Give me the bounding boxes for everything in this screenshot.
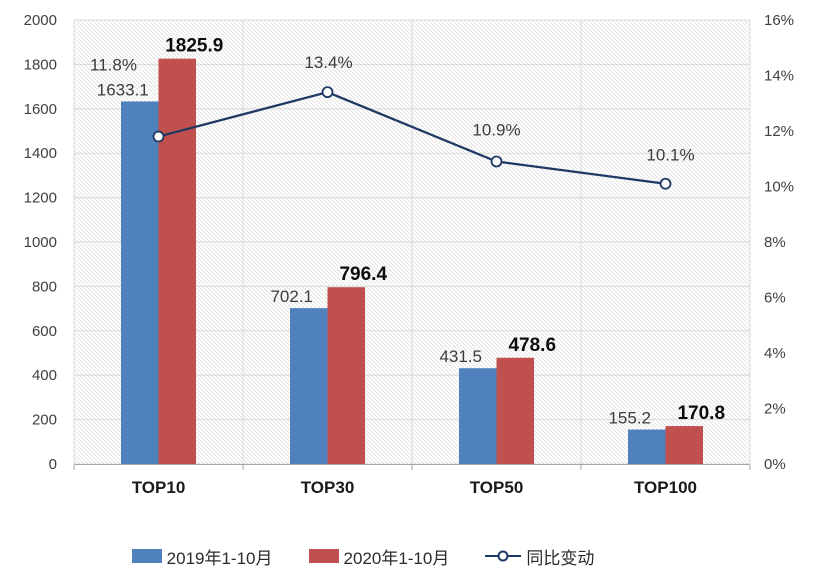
- bar-2019-TOP10: [121, 101, 159, 465]
- legend-label-2019: 2019年1-10月: [166, 548, 273, 568]
- legend-swatch-2019-icon: [131, 549, 162, 563]
- right-axis-tick-label: 16%: [764, 12, 794, 29]
- left-axis-tick-label: 2000: [24, 12, 57, 29]
- left-axis-tick-label: 1400: [24, 145, 57, 162]
- bar-2020-TOP10: [158, 58, 196, 464]
- right-axis-tick-label: 6%: [764, 290, 786, 307]
- category-label-top10: TOP10: [132, 478, 186, 497]
- left-axis-tick-label: 400: [32, 367, 57, 384]
- left-axis-tick-label: 800: [32, 278, 57, 295]
- yoy-label: 10.1%: [646, 146, 694, 165]
- left-axis-tick-label: 600: [32, 323, 57, 340]
- yoy-marker-TOP50: [490, 155, 503, 168]
- bar-label-2020: 478.6: [508, 335, 556, 356]
- yoy-label: 10.9%: [472, 121, 520, 140]
- bar-label-2020: 1825.9: [165, 36, 223, 57]
- left-axis-tick-label: 200: [32, 412, 57, 429]
- left-axis-tick-label: 1000: [24, 234, 57, 251]
- legend-label-2020: 2020年1-10月: [343, 548, 450, 568]
- chart-legend: 2019年1-10月 2020年1-10月 同比变动: [0, 544, 814, 568]
- legend-label-yoy: 同比变动: [526, 548, 595, 568]
- bar-label-2020: 170.8: [677, 403, 725, 424]
- legend-line-marker-icon: [485, 550, 522, 562]
- yoy-label: 13.4%: [304, 53, 352, 72]
- left-axis-tick-label: 1600: [24, 101, 57, 118]
- right-axis-tick-label: 14%: [764, 68, 794, 85]
- bar-2020-TOP30: [327, 287, 365, 464]
- yoy-line: [158, 90, 666, 185]
- bar-label-2019: 1633.1: [97, 80, 149, 99]
- yoy-marker-TOP10: [152, 130, 165, 143]
- category-label-top100: TOP100: [634, 478, 697, 497]
- bar-2019-TOP50: [459, 368, 497, 464]
- bar-2020-TOP100: [665, 426, 703, 464]
- bar-2020-TOP50: [496, 357, 534, 464]
- bar-label-2019: 431.5: [439, 347, 482, 366]
- right-axis-tick-label: 4%: [764, 345, 786, 362]
- bar-2019-TOP100: [628, 429, 666, 464]
- right-axis-tick-label: 8%: [764, 234, 786, 251]
- legend-swatch-2020-icon: [308, 549, 339, 563]
- bar-label-2019: 702.1: [270, 287, 313, 306]
- bar-2019-TOP30: [290, 308, 328, 464]
- bar-label-2020: 796.4: [339, 264, 387, 285]
- legend-item-yoy: 同比变动: [485, 544, 594, 569]
- combo-bar-line-chart: 1633.1 702.1 431.5 155.2 1825.9 796.4 478.6 170…: [24, 12, 794, 497]
- left-axis-tick-label: 1200: [24, 190, 57, 207]
- right-axis-tick-label: 2%: [764, 401, 786, 418]
- legend-item-2019: 2019年1-10月: [131, 544, 273, 569]
- category-label-top30: TOP30: [301, 478, 355, 497]
- left-axis-tick-label: 1800: [24, 56, 57, 73]
- yoy-marker-TOP30: [321, 86, 334, 99]
- right-axis-tick-label: 0%: [764, 456, 786, 473]
- yoy-marker-TOP100: [659, 177, 672, 190]
- category-label-top50: TOP50: [470, 478, 524, 497]
- right-axis-tick-label: 12%: [764, 123, 794, 140]
- yoy-label: 11.8%: [90, 56, 137, 75]
- right-axis-tick-label: 10%: [764, 179, 794, 196]
- left-axis-tick-label: 0: [49, 456, 57, 473]
- legend-item-2020: 2020年1-10月: [308, 544, 450, 569]
- bar-label-2019: 155.2: [608, 409, 651, 428]
